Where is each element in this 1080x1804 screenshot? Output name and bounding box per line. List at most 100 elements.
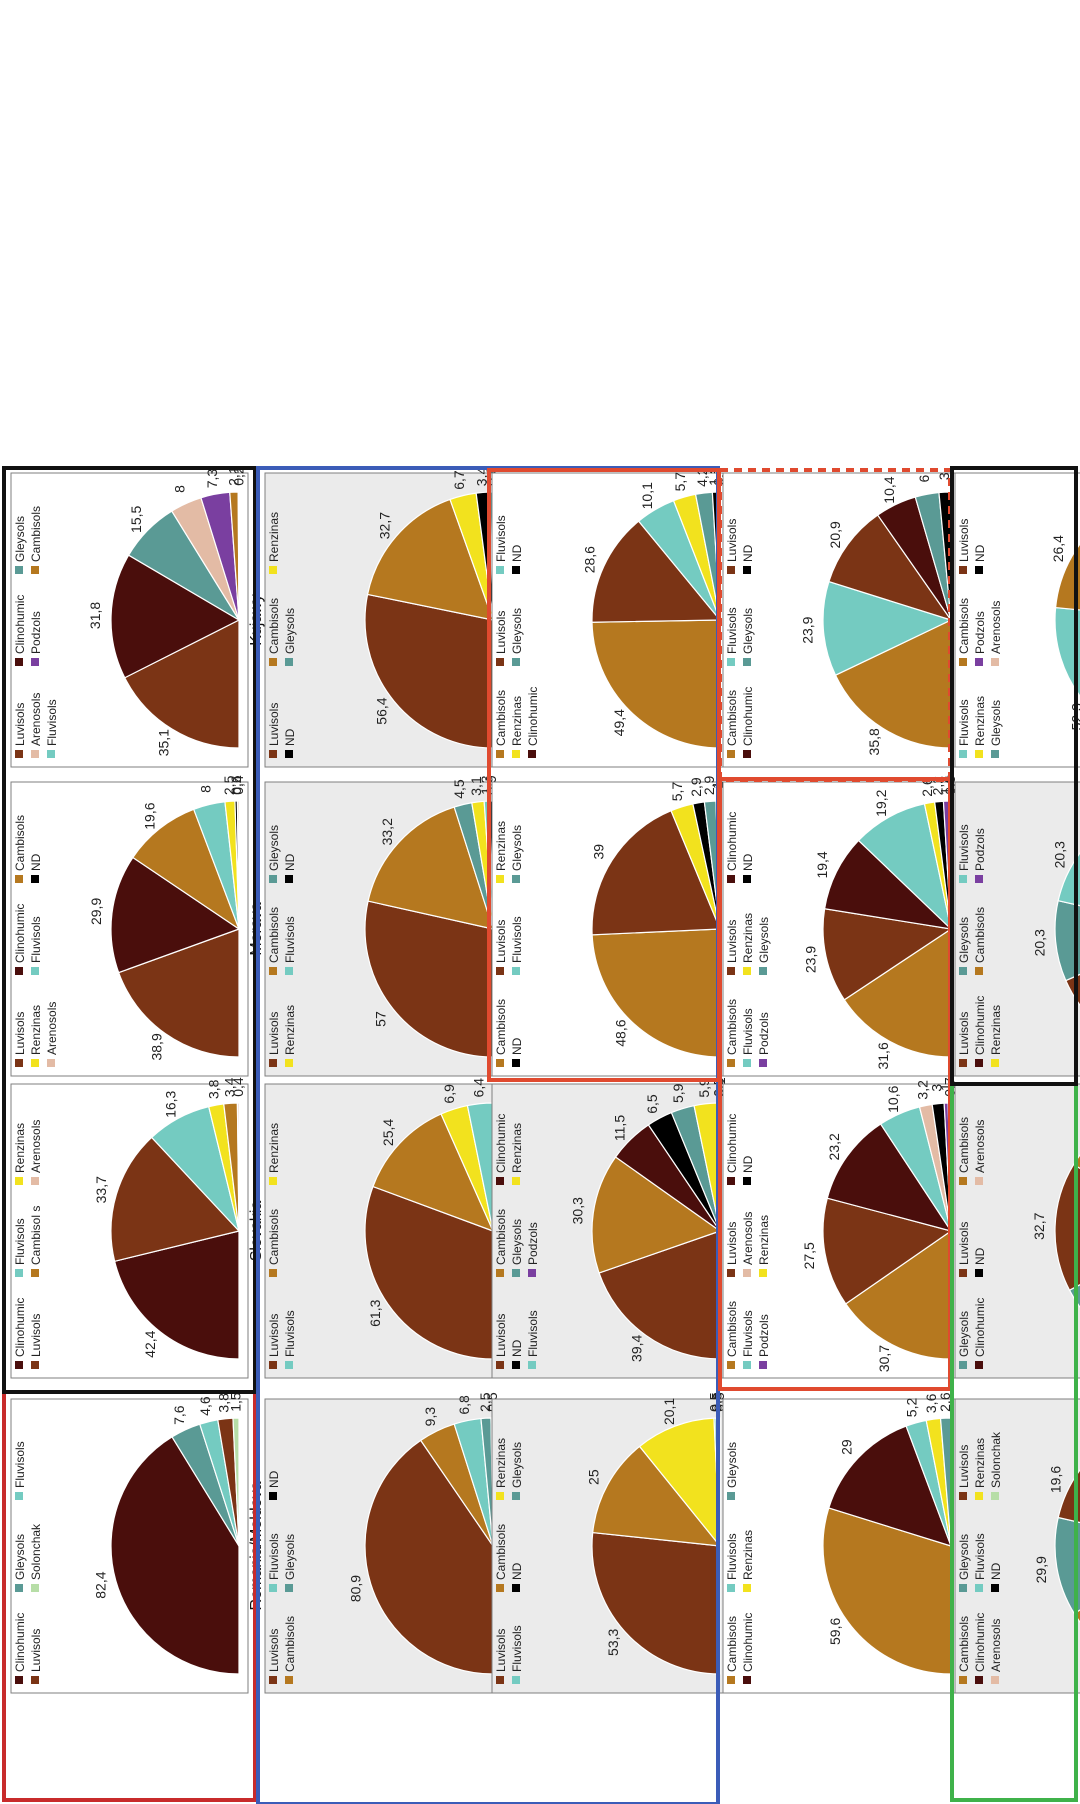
- legend-label-arenosols: Arenosols: [741, 1212, 755, 1265]
- pie-legend: Luvisols Gleysols Fluvisols Clinohumic Cambi…: [957, 824, 1003, 1067]
- legend-swatch-luvisols: [269, 1059, 277, 1067]
- legend-label-gleysols: Gleysols: [510, 1442, 524, 1488]
- legend-label-nd: ND: [741, 544, 755, 562]
- slice-luvisols: [591, 809, 721, 936]
- slice-label-gleysols: 2,6: [937, 1392, 953, 1412]
- legend-label-cambisols: Cambisols: [725, 1301, 739, 1357]
- pie-panel-elbe-saale: 39,430,311,56,55,95,90,50,1Elbe-SaaleLuv…: [491, 1077, 746, 1379]
- legend-swatch-renzinas: [975, 750, 983, 758]
- legend-swatch-fluvisols: [975, 1584, 983, 1592]
- legend-label-fluvisols: Fluvisols: [725, 607, 739, 654]
- legend-label-nd: ND: [510, 1037, 524, 1055]
- legend-swatch-clinohumic: [528, 750, 536, 758]
- pie-panel-nieder-westph-limb-hesb: 80,99,36,82,50,5Nieder._Westph./Limb./He…: [264, 1392, 519, 1694]
- legend-label-gleysols: Gleysols: [510, 825, 524, 871]
- legend-swatch-fluvisols: [47, 750, 55, 758]
- legend-swatch-cambisols: [959, 1177, 967, 1185]
- legend-swatch-nd: [285, 875, 293, 883]
- legend-label-gleysols: Gleysols: [957, 1311, 971, 1357]
- legend-label-cambisols: Cambisols: [957, 1117, 971, 1173]
- legend-swatch-renzinas: [15, 1177, 23, 1185]
- slice-label-luvisols: 35,1: [156, 729, 172, 756]
- legend-swatch-luvisols: [727, 566, 735, 574]
- legend-swatch-nd: [512, 1584, 520, 1592]
- legend-label-luvisols: Luvisols: [267, 703, 281, 746]
- legend-swatch-luvisols: [31, 1676, 39, 1684]
- legend-swatch-solonchak: [991, 1492, 999, 1500]
- legend-swatch-cambisol-s: [31, 1269, 39, 1277]
- legend-swatch-fluvisols: [285, 967, 293, 975]
- legend-swatch-renzinas: [31, 1059, 39, 1067]
- legend-swatch-nd: [285, 750, 293, 758]
- legend-label-luvisols: Luvisols: [494, 611, 508, 654]
- slice-label-gleysols: 20,3: [1032, 929, 1048, 956]
- slice-label-cambisols: 33,2: [379, 818, 395, 845]
- slice-label-podzols: 7,3: [204, 469, 220, 489]
- legend-swatch-luvisols: [269, 1361, 277, 1369]
- slice-label-luvisols: 80,9: [347, 1575, 363, 1602]
- slice-label-luvisols: 3,8: [216, 1393, 232, 1413]
- slice-cambisols: [591, 1156, 722, 1274]
- slice-luvisols: [591, 520, 722, 623]
- slice-label-gleysols: 2,5: [477, 1392, 493, 1412]
- legend-label-fluvisols: Fluvisols: [957, 699, 971, 746]
- legend-swatch-renzinas: [512, 1177, 520, 1185]
- slice-label-cambisols: 49,4: [611, 709, 627, 736]
- slice-luvisols: [364, 593, 494, 749]
- slice-cambisols: [844, 1229, 952, 1360]
- legend-swatch-clinohumic: [15, 1676, 23, 1684]
- slice-label-clinohumic: 82,4: [92, 1571, 108, 1598]
- legend-swatch-fluvisols: [959, 875, 967, 883]
- slice-cambisols: [822, 1507, 952, 1675]
- legend-label-arenosols: Arenosols: [45, 1002, 59, 1055]
- legend-label-luvisols: Luvisols: [29, 1314, 43, 1357]
- slice-label-renzinas: 3,8: [205, 1079, 221, 1099]
- legend-label-gleysols: Gleysols: [510, 1219, 524, 1265]
- legend-swatch-gleysols: [512, 1492, 520, 1500]
- legend-label-podzols: Podzols: [757, 1314, 771, 1357]
- pie-panel-neckar: 48,6395,72,92,91NeckarCambisolsLuvisolsR…: [491, 775, 746, 1077]
- slice-label-renzinas: 5,7: [669, 782, 685, 802]
- slice-label-fluvisols: 6,8: [456, 1395, 472, 1415]
- slice-luvisols: [117, 928, 240, 1058]
- legend-label-gleysols: Gleysols: [283, 1534, 297, 1580]
- legend-swatch-gleysols: [512, 1269, 520, 1277]
- slice-gleysols: [1054, 1516, 1080, 1615]
- slice-label-renzinas: 5,9: [696, 1078, 712, 1098]
- legend-label-luvisols: Luvisols: [957, 1012, 971, 1055]
- slice-label-gleysols: 5,9: [670, 1083, 686, 1103]
- slice-clinohumic: [110, 856, 241, 974]
- slice-label-renzinas: 2,5: [221, 775, 237, 795]
- pie-legend: Clinohumic Fluvisols Renzinas Luvisols Cambi…: [13, 1120, 43, 1369]
- legend-label-solonchak: Solonchak: [989, 1431, 1003, 1488]
- legend-label-podzols: Podzols: [526, 1222, 540, 1265]
- legend-swatch-nd: [975, 1269, 983, 1277]
- slice-label-cambisols: 3,4: [222, 1077, 238, 1097]
- pie-panel-romania-moldova: 82,47,6 4,6 3,81,5Romania/MoldovaClinohumi…: [10, 1392, 265, 1694]
- slice-cambisols: [132, 808, 241, 931]
- legend-label-arenosols: Arenosols: [989, 1619, 1003, 1672]
- legend-label-renzinas: Renzinas: [741, 913, 755, 963]
- legend-label-cambisols: Cambisols: [957, 598, 971, 654]
- slice-clinohumic: [826, 1123, 953, 1232]
- legend-label-gleysols: Gleysols: [13, 1534, 27, 1580]
- slice-label-gleysols: 29,9: [1033, 1556, 1049, 1583]
- legend-swatch-cambisols: [959, 658, 967, 666]
- legend-swatch-clinohumic: [975, 1059, 983, 1067]
- frame-paris: [950, 466, 1078, 1086]
- legend-label-fluvisols: Fluvisols: [13, 1441, 27, 1488]
- slice-label-luvisols: 20,9: [827, 521, 843, 548]
- legend-swatch-cambisols: [727, 1676, 735, 1684]
- slice-label-arenosols: 0,4: [230, 1077, 246, 1097]
- slice-label-gleysols: 15,5: [128, 505, 144, 532]
- slice-label-renzinas: 6,7: [451, 470, 467, 490]
- legend-swatch-gleysols: [959, 967, 967, 975]
- legend-label-clinohumic: Clinohumic: [973, 1613, 987, 1672]
- legend-label-gleysols: Gleysols: [957, 1534, 971, 1580]
- slice-label-luvisols: 61,3: [367, 1299, 383, 1326]
- legend-label-luvisols: Luvisols: [957, 519, 971, 562]
- legend-swatch-gleysols: [15, 1584, 23, 1592]
- legend-label-renzinas: Renzinas: [29, 1005, 43, 1055]
- pie-panel-kujawy: 35,131,815,587,3 2,10,2KujawyLuvisolsClin…: [10, 466, 265, 768]
- legend-label-clinohumic: Clinohumic: [725, 812, 739, 871]
